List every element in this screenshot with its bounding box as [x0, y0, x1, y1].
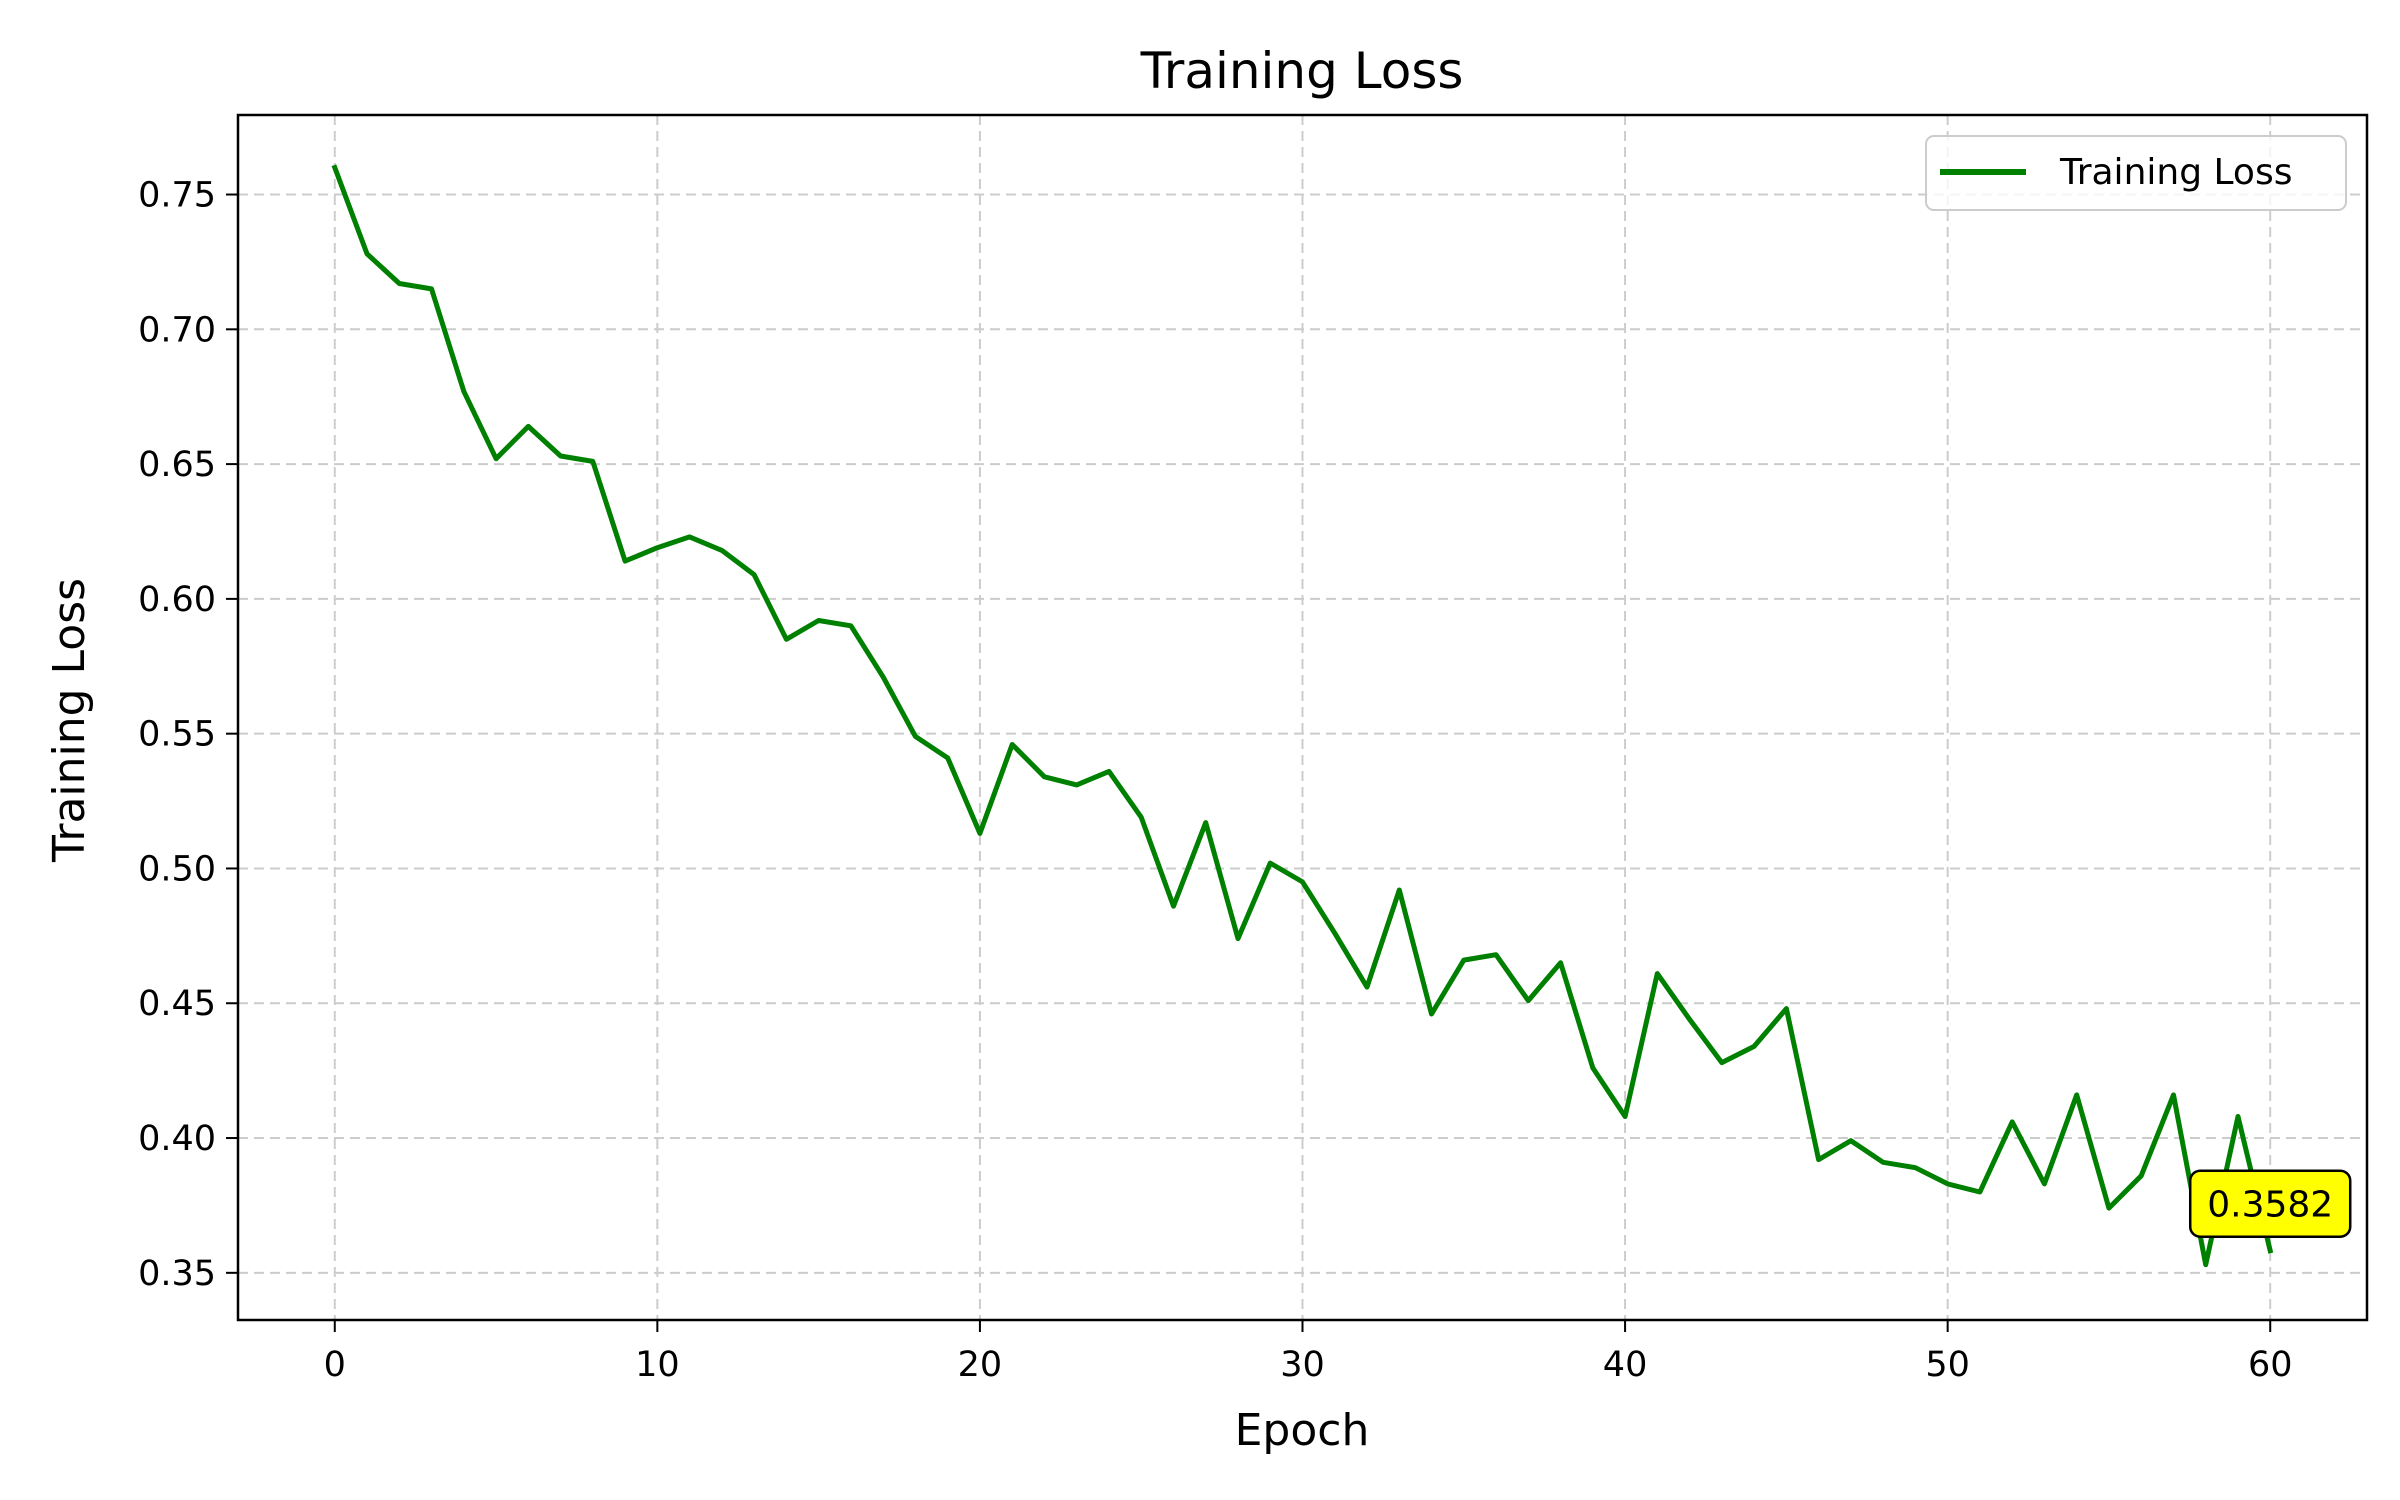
x-tick-label: 0: [324, 1345, 346, 1385]
legend-box: [1925, 135, 2347, 211]
x-tick-label: 30: [1280, 1345, 1325, 1385]
x-axis-label: Epoch: [1235, 1405, 1370, 1456]
y-tick-label: 0.75: [138, 176, 216, 216]
y-tick-label: 0.65: [138, 445, 216, 485]
last-value-annotation: 0.3582: [2188, 1169, 2352, 1238]
y-tick-label: 0.70: [138, 310, 216, 350]
annotation-label: 0.3582: [2207, 1185, 2333, 1226]
y-axis-label: Training Loss: [44, 578, 95, 863]
grid: [238, 115, 2367, 1320]
x-tick-label: 50: [1925, 1345, 1970, 1385]
y-tick-label: 0.60: [138, 580, 216, 620]
y-tick-label: 0.45: [138, 984, 216, 1024]
x-tick-label: 40: [1603, 1345, 1648, 1385]
series-layer: [331, 164, 2274, 1268]
y-tick-label: 0.40: [138, 1119, 216, 1159]
legend: Training Loss: [1925, 135, 2347, 211]
annotation-box: [2188, 1169, 2352, 1238]
ticks: 0 10 20 30 40 50 60 0.35 0.40 0.45 0.50 0.55 0.60 0.6…: [138, 176, 2292, 1385]
x-tick-label: 20: [958, 1345, 1003, 1385]
legend-entry-training-loss: Training Loss: [2059, 152, 2292, 193]
y-tick-label: 0.50: [138, 849, 216, 889]
series-line-training-loss: [331, 164, 2274, 1268]
y-tick-label: 0.55: [138, 715, 216, 755]
x-tick-label: 60: [2248, 1345, 2293, 1385]
y-tick-label: 0.35: [138, 1254, 216, 1294]
chart-title: Training Loss: [1140, 42, 1464, 100]
x-tick-label: 10: [635, 1345, 680, 1385]
